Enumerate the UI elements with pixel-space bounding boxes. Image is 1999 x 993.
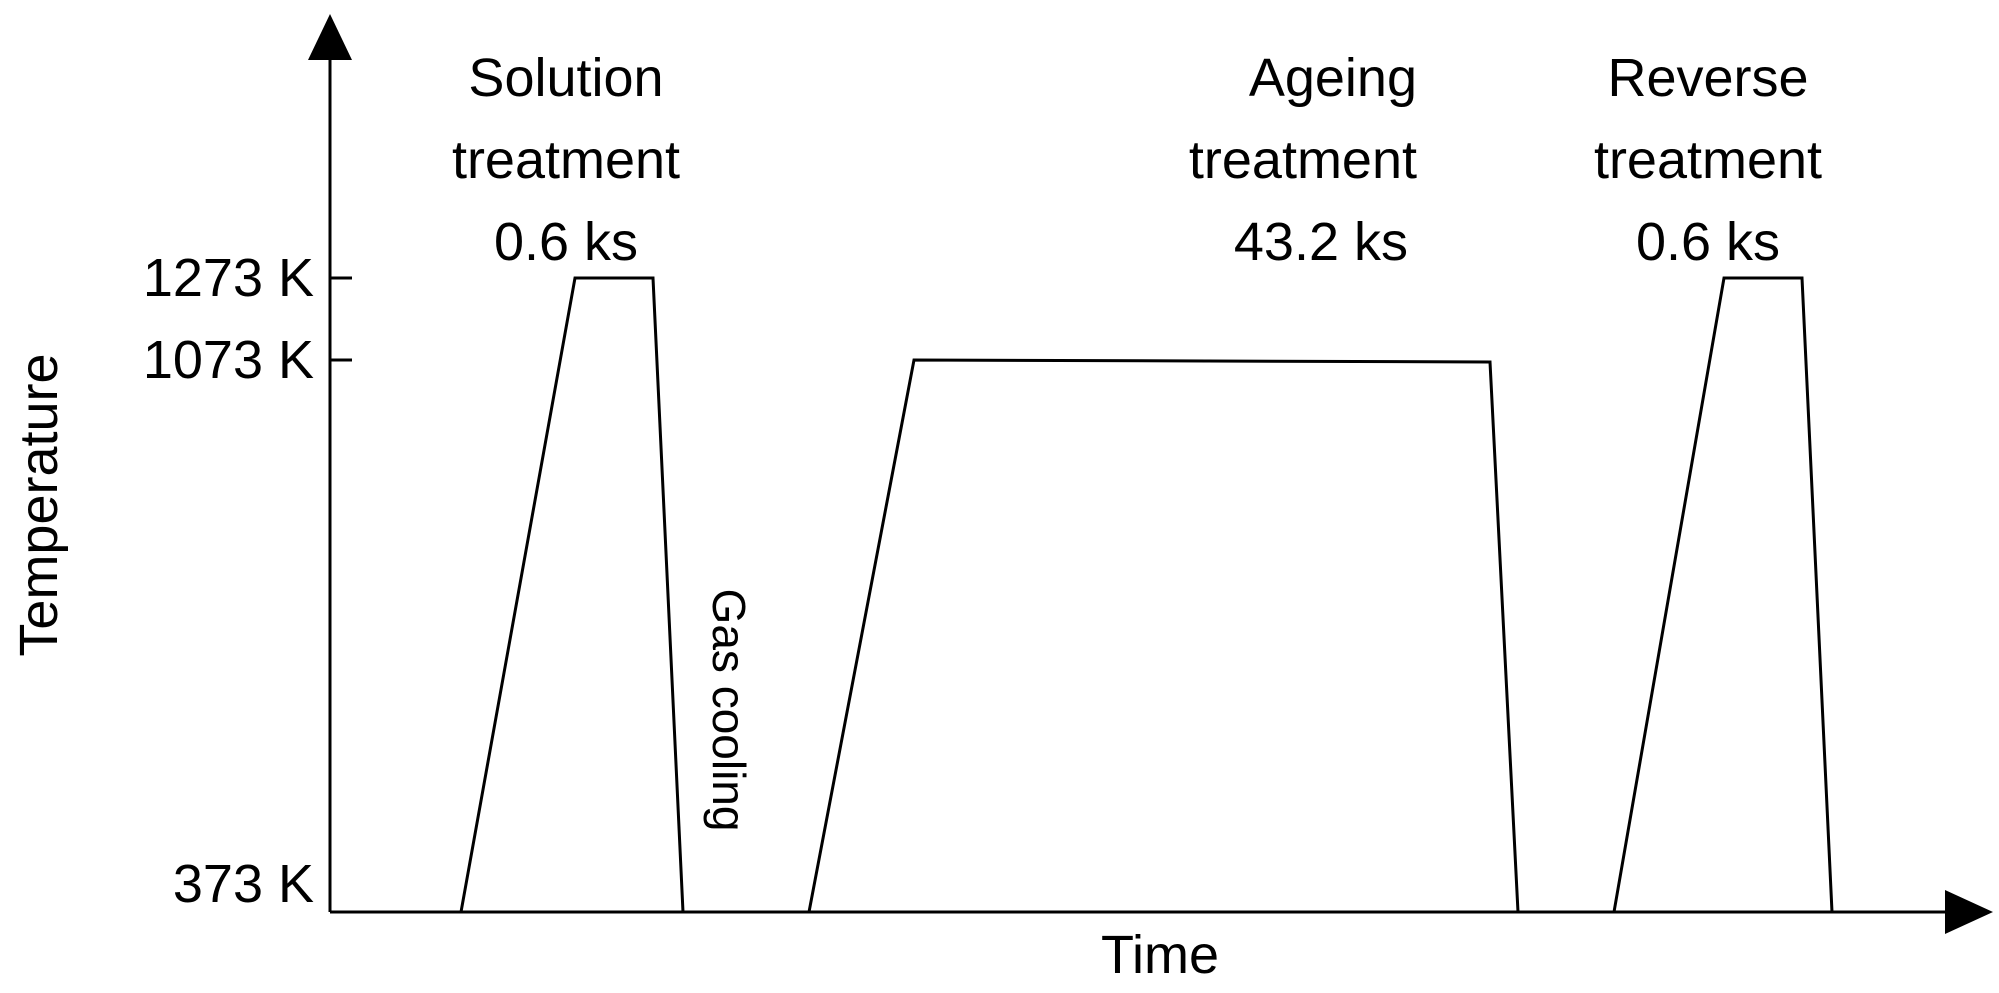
ageing-treatment-profile <box>807 358 1520 913</box>
y-tick-label-1273: 1273 K <box>143 248 314 308</box>
solution-treatment-line1: Solution <box>468 48 663 108</box>
ageing-treatment-line1: Ageing <box>1249 48 1417 108</box>
reverse-treatment-profile <box>1612 276 1834 913</box>
y-axis-arrowhead <box>308 14 352 60</box>
axes <box>328 55 1950 914</box>
y-tick-marks <box>330 276 352 362</box>
y-tick-label-373: 373 K <box>173 854 314 914</box>
solution-treatment-duration: 0.6 ks <box>494 212 638 272</box>
solution-treatment-label: Solution treatment 0.6 ks <box>452 48 680 272</box>
temperature-profiles <box>459 276 1834 913</box>
solution-treatment-profile <box>459 276 685 913</box>
reverse-treatment-label: Reverse treatment 0.6 ks <box>1594 48 1822 272</box>
solution-treatment-line2: treatment <box>452 130 680 190</box>
y-tick-label-1073: 1073 K <box>143 330 314 390</box>
ageing-treatment-line2: treatment <box>1189 130 1417 190</box>
reverse-treatment-duration: 0.6 ks <box>1636 212 1780 272</box>
x-axis-title: Time <box>1101 925 1219 985</box>
reverse-treatment-line1: Reverse <box>1607 48 1808 108</box>
y-axis-title: Temperature <box>9 353 69 656</box>
reverse-treatment-line2: treatment <box>1594 130 1822 190</box>
x-axis-arrowhead <box>1945 890 1993 934</box>
ageing-treatment-duration: 43.2 ks <box>1234 212 1408 272</box>
ageing-treatment-label: Ageing treatment 43.2 ks <box>1189 48 1417 272</box>
gas-cooling-label: Gas cooling <box>703 589 755 832</box>
